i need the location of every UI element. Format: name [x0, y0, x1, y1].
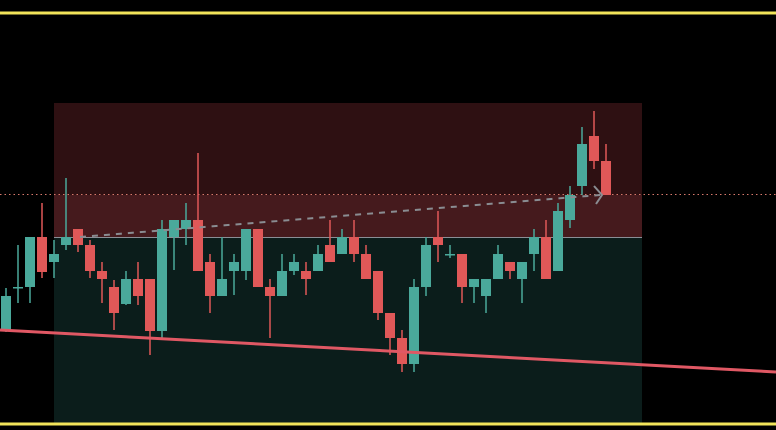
candles	[1, 111, 611, 372]
body	[565, 195, 575, 220]
body	[601, 161, 611, 195]
body	[109, 287, 119, 313]
body	[49, 254, 59, 262]
body	[157, 229, 167, 331]
body	[85, 245, 95, 271]
body	[241, 229, 251, 271]
body	[169, 220, 179, 237]
body	[589, 136, 599, 161]
body	[481, 279, 491, 296]
body	[133, 279, 143, 296]
body	[433, 237, 443, 245]
body	[517, 262, 527, 279]
body	[229, 262, 239, 271]
body	[37, 237, 47, 272]
body	[277, 271, 287, 296]
projection-line	[79, 194, 601, 238]
body	[469, 279, 479, 287]
body	[181, 220, 191, 229]
body	[577, 144, 587, 186]
body	[253, 229, 263, 287]
body	[337, 237, 347, 254]
body	[361, 254, 371, 279]
body	[97, 271, 107, 279]
body	[193, 220, 203, 271]
body	[409, 287, 419, 364]
body	[325, 245, 335, 262]
body	[505, 262, 515, 271]
body	[121, 279, 131, 304]
body	[25, 237, 35, 287]
body	[217, 279, 227, 296]
body	[529, 237, 539, 254]
body	[385, 313, 395, 338]
body	[349, 237, 359, 254]
body	[145, 279, 155, 331]
body	[289, 262, 299, 271]
body	[1, 296, 11, 330]
body	[265, 287, 275, 296]
body	[373, 271, 383, 313]
body	[301, 271, 311, 279]
body	[421, 245, 431, 287]
body	[13, 287, 23, 289]
body	[457, 254, 467, 287]
projection-arrow	[593, 185, 604, 205]
body	[73, 229, 83, 245]
trend-line	[0, 328, 776, 374]
body	[313, 254, 323, 271]
body	[445, 254, 455, 256]
body	[493, 254, 503, 279]
body	[205, 262, 215, 296]
body	[541, 237, 551, 279]
body	[553, 211, 563, 271]
body	[61, 237, 71, 245]
